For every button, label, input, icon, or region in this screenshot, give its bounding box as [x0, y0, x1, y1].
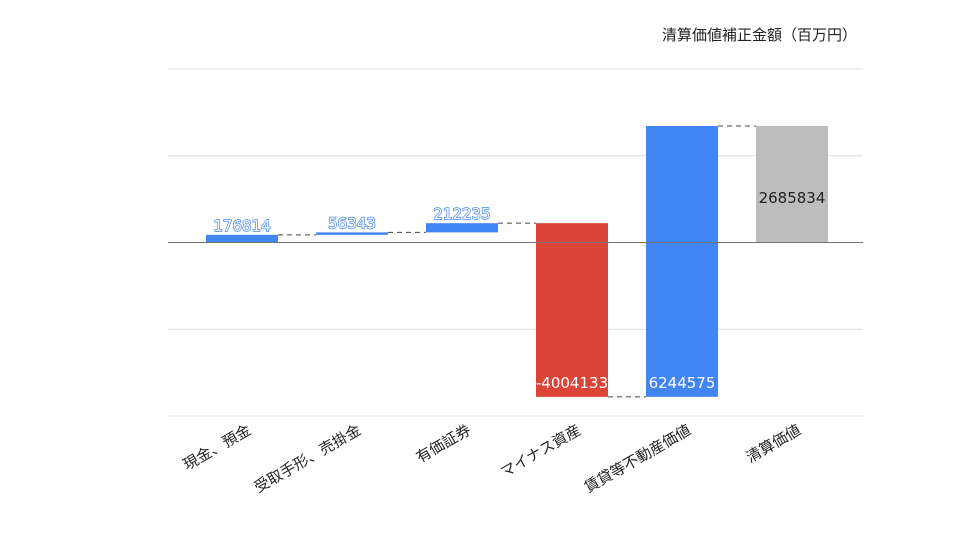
- bar-3: [536, 223, 608, 397]
- bar-0: [206, 234, 278, 243]
- x-tick-label: 現金、預金: [180, 421, 254, 474]
- bar-4: [646, 126, 718, 397]
- data-label: 2685834: [759, 189, 826, 207]
- bar-5: [756, 126, 828, 243]
- data-label: 212235: [433, 205, 490, 223]
- x-tick-label: 賃貸等不動産価値: [581, 421, 694, 497]
- data-label: 56343: [328, 214, 376, 232]
- x-tick-label: 受取手形、売掛金: [251, 421, 364, 497]
- x-tick-label: 有価証券: [413, 421, 474, 467]
- chart-title: 清算価値補正金額（百万円）: [661, 26, 857, 44]
- data-label: 176814: [213, 217, 270, 235]
- data-label: -4004133: [536, 374, 608, 392]
- x-tick-label: マイナス資産: [497, 421, 584, 481]
- x-tick-label: 清算価値: [743, 421, 804, 467]
- bar-2: [426, 223, 498, 233]
- data-label: 6244575: [649, 374, 716, 392]
- bar-1: [316, 232, 388, 235]
